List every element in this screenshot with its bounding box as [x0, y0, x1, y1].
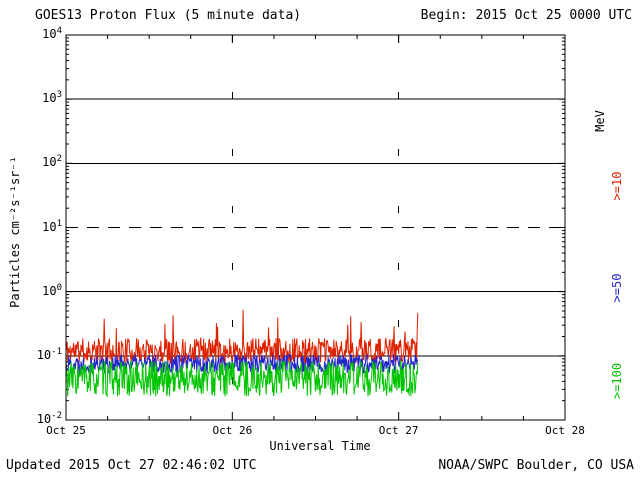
- begin-timestamp: Begin: 2015 Oct 25 0000 UTC: [420, 8, 632, 23]
- trace-100mev: [65, 359, 419, 398]
- y-tick-label: 10-2: [36, 411, 62, 427]
- series-label-50mev: >=50: [610, 273, 624, 303]
- series-label-100mev: >=100: [610, 362, 624, 400]
- y-tick-label: 103: [42, 90, 62, 106]
- y-tick-label: 102: [42, 154, 62, 170]
- y-tick-label: 104: [42, 26, 62, 42]
- y-tick-label: 101: [42, 218, 62, 234]
- x-tick-label: Oct 28: [545, 424, 585, 437]
- source-attribution: NOAA/SWPC Boulder, CO USA: [438, 458, 634, 473]
- x-tick-label: Oct 26: [212, 424, 253, 437]
- x-tick-label: Oct 27: [378, 424, 419, 437]
- chart-title: GOES13 Proton Flux (5 minute data): [35, 8, 302, 23]
- axis-frame: [65, 34, 566, 421]
- x-tick-label: Oct 25: [46, 424, 86, 437]
- y-tick-label: 100: [42, 282, 62, 298]
- x-axis-label: Universal Time: [269, 439, 371, 453]
- trace-10mev: [65, 309, 419, 365]
- updated-timestamp: Updated 2015 Oct 27 02:46:02 UTC: [6, 458, 257, 473]
- right-axis-unit-label: MeV: [593, 110, 607, 132]
- series-label-10mev: >=10: [610, 171, 624, 201]
- y-tick-label: 10-1: [36, 346, 62, 362]
